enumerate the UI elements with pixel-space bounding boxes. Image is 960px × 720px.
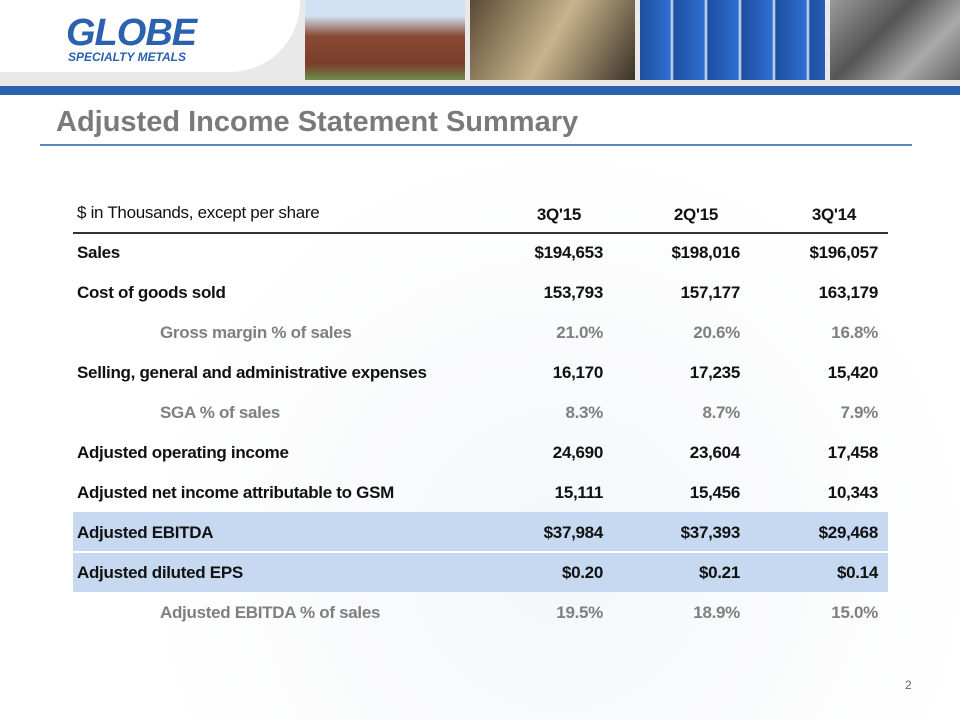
header-cell: 3Q'14 [811,205,856,224]
metal-image [830,0,960,80]
row-label: Cost of goods sold [77,283,226,302]
row-divider [73,551,888,553]
row-value: 17,458 [827,443,879,462]
title-rule [40,144,912,146]
logo-area [0,0,300,72]
slide-title: Adjusted Income Statement Summary [56,106,579,138]
row-value: 24,690 [552,443,604,462]
row-value: $0.20 [561,563,603,582]
row-label: Adjusted diluted EPS [77,563,243,582]
header-stripe [0,86,960,95]
row-value: 17,235 [689,363,741,382]
row-value: 8.7% [702,403,740,422]
header-cell: 2Q'15 [673,205,718,224]
row-label: Adjusted EBITDA [77,523,214,542]
row-value: 21.0% [556,323,603,342]
row-value: 7.9% [840,403,878,422]
car-image [470,0,635,80]
row-value: 15.0% [831,603,878,622]
row-value: 18.9% [693,603,740,622]
header-cell: $ in Thousands, except per share [77,203,320,222]
row-value: 16,170 [552,363,604,382]
house-image [305,0,465,80]
row-label: Selling, general and administrative expe… [77,363,427,382]
row-value: 23,604 [689,443,741,462]
row-value: $194,653 [534,243,603,262]
row-label: Gross margin % of sales [160,323,352,342]
row-value: 10,343 [827,483,879,502]
row-value: 153,793 [543,283,604,302]
row-value: $0.14 [836,563,878,582]
row-value: $37,393 [680,523,741,542]
solar-image [640,0,825,80]
header-rule [73,232,888,234]
row-value: $0.21 [698,563,740,582]
row-value: 163,179 [818,283,879,302]
row-value: $198,016 [671,243,740,262]
row-value: 157,177 [680,283,741,302]
row-value: 15,111 [554,483,604,502]
row-label: SGA % of sales [160,403,280,422]
logo-tagline: SPECIALTY METALS [68,50,187,64]
row-label: Adjusted EBITDA % of sales [160,603,381,622]
row-label: Sales [77,243,120,262]
row-label: Adjusted operating income [77,443,289,462]
row-label: Adjusted net income attributable to GSM [77,483,394,502]
page-number: 2 [905,678,912,692]
row-value: $37,984 [543,523,604,542]
row-value: 15,420 [827,363,879,382]
row-value: $196,057 [809,243,878,262]
header-cell: 3Q'15 [536,205,581,224]
row-value: 8.3% [565,403,603,422]
row-value: 19.5% [556,603,603,622]
row-value: 20.6% [693,323,740,342]
logo-name: GLOBE [66,12,197,54]
row-value: $29,468 [818,523,879,542]
row-value: 16.8% [831,323,878,342]
row-value: 15,456 [689,483,741,502]
